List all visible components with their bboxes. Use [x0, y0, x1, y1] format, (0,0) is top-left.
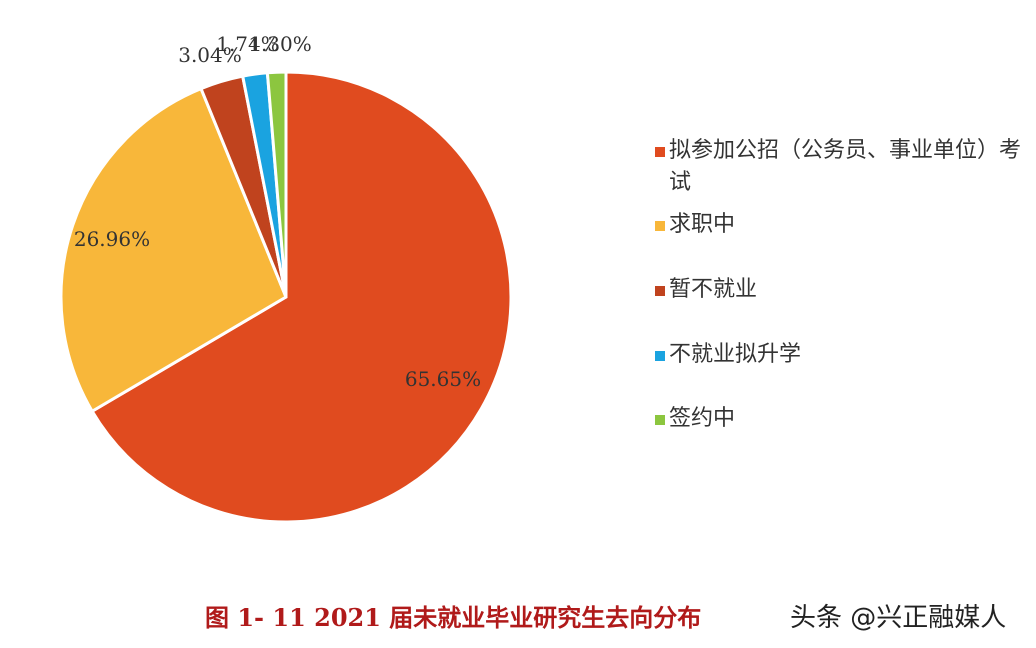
legend-item-signing: 签约中	[655, 403, 1035, 435]
legend: 拟参加公招（公务员、事业单位）考试 求职中 暂不就业 不就业拟升学 签约中	[655, 135, 1035, 435]
label-not-employed: 3.04%	[178, 43, 242, 67]
legend-item-exam: 拟参加公招（公务员、事业单位）考试	[655, 135, 1035, 199]
legend-label-signing: 签约中	[669, 406, 736, 431]
legend-label-not-employed: 暂不就业	[669, 277, 758, 302]
label-job-seeking: 26.96%	[74, 227, 150, 251]
legend-swatch-not-employed	[655, 286, 665, 296]
label-exam: 65.65%	[405, 367, 481, 391]
legend-item-further-study: 不就业拟升学	[655, 339, 1035, 371]
legend-swatch-job-seeking	[655, 221, 665, 231]
figure-caption: 图 1- 11 2021 届未就业毕业研究生去向分布	[205, 603, 702, 632]
legend-item-job-seeking: 求职中	[655, 209, 1035, 241]
legend-item-not-employed: 暂不就业	[655, 274, 1035, 306]
slice-signing	[265, 70, 288, 299]
slice-exam	[90, 70, 513, 524]
slice-job-seeking	[59, 87, 288, 413]
legend-label-further-study: 不就业拟升学	[669, 342, 802, 367]
label-further-study: 1.74%	[216, 32, 280, 56]
legend-swatch-further-study	[655, 351, 665, 361]
legend-label-job-seeking: 求职中	[669, 212, 736, 237]
watermark: 头条 @兴正融媒人	[790, 603, 1007, 633]
legend-swatch-exam	[655, 147, 665, 157]
legend-label-exam: 拟参加公招（公务员、事业单位）考试	[669, 138, 1022, 195]
label-signing: 1.30%	[248, 32, 312, 56]
legend-swatch-signing	[655, 415, 665, 425]
